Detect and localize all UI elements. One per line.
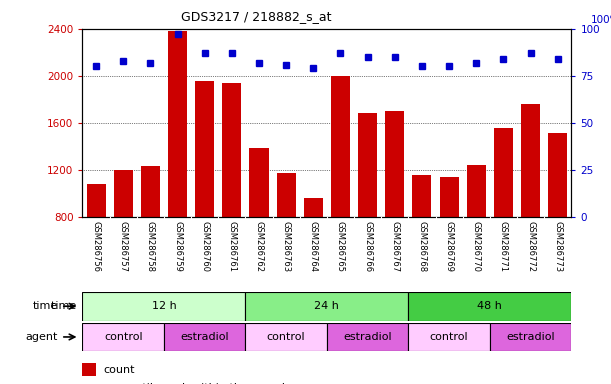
Text: GSM286760: GSM286760	[200, 220, 209, 271]
Bar	[408, 323, 490, 351]
Y-axis label: 100%: 100%	[591, 15, 611, 25]
Text: GDS3217 / 218882_s_at: GDS3217 / 218882_s_at	[181, 10, 332, 23]
Bar	[412, 175, 431, 311]
Bar	[548, 134, 567, 311]
Bar	[277, 174, 296, 311]
Bar	[82, 363, 97, 376]
Bar	[467, 165, 486, 311]
Text: GSM286756: GSM286756	[92, 220, 101, 271]
Text: GSM286770: GSM286770	[472, 220, 481, 271]
Bar	[195, 81, 214, 311]
Text: 12 h: 12 h	[152, 301, 177, 311]
Text: GSM286771: GSM286771	[499, 220, 508, 271]
Bar	[246, 292, 408, 321]
Bar	[494, 127, 513, 311]
Text: GSM286766: GSM286766	[363, 220, 372, 271]
Text: GSM286763: GSM286763	[282, 220, 291, 271]
Bar	[222, 83, 241, 311]
Bar	[114, 170, 133, 311]
Text: count: count	[104, 364, 136, 375]
Bar	[327, 323, 408, 351]
Text: agent: agent	[25, 332, 57, 342]
Bar	[490, 323, 571, 351]
Text: GSM286765: GSM286765	[336, 220, 345, 271]
Text: GSM286764: GSM286764	[309, 220, 318, 271]
Bar	[87, 184, 106, 311]
Bar	[249, 147, 268, 311]
Bar	[168, 31, 187, 311]
Text: control: control	[267, 332, 306, 342]
Text: GSM286757: GSM286757	[119, 220, 128, 271]
Text: GSM286773: GSM286773	[553, 220, 562, 271]
Bar	[358, 114, 377, 311]
Bar	[164, 323, 246, 351]
Text: time: time	[32, 301, 57, 311]
Bar	[82, 292, 246, 321]
Bar	[141, 166, 160, 311]
Text: estradiol: estradiol	[343, 332, 392, 342]
Text: GSM286762: GSM286762	[255, 220, 263, 271]
Text: GSM286772: GSM286772	[526, 220, 535, 271]
Bar	[246, 323, 327, 351]
Text: time: time	[51, 301, 79, 311]
Bar	[521, 104, 540, 311]
Bar	[386, 111, 404, 311]
Text: 48 h: 48 h	[477, 301, 502, 311]
Text: GSM286758: GSM286758	[146, 220, 155, 271]
Text: estradiol: estradiol	[507, 332, 555, 342]
Bar	[408, 292, 571, 321]
Bar	[304, 198, 323, 311]
Text: 24 h: 24 h	[315, 301, 339, 311]
Text: GSM286768: GSM286768	[417, 220, 426, 271]
Bar	[82, 323, 164, 351]
Text: control: control	[430, 332, 469, 342]
Text: control: control	[104, 332, 142, 342]
Text: GSM286769: GSM286769	[445, 220, 453, 271]
Text: GSM286761: GSM286761	[227, 220, 236, 271]
Text: GSM286767: GSM286767	[390, 220, 399, 271]
Text: estradiol: estradiol	[180, 332, 229, 342]
Text: GSM286759: GSM286759	[173, 220, 182, 271]
Text: percentile rank within the sample: percentile rank within the sample	[104, 383, 291, 384]
Bar	[439, 177, 459, 311]
Bar	[331, 76, 350, 311]
